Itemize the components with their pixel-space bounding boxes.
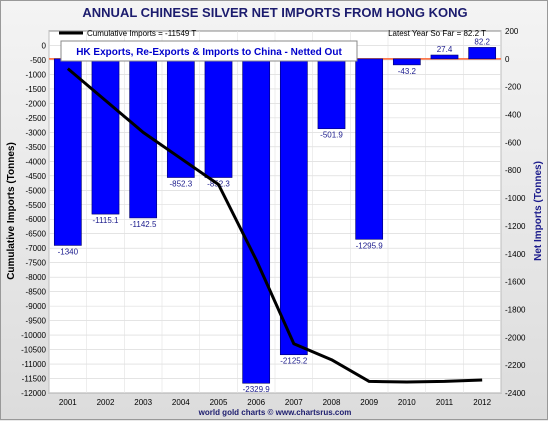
right-tick-label: 200	[505, 27, 519, 36]
bar-value-label: -1142.5	[130, 220, 157, 229]
bar-2011	[431, 55, 458, 59]
chart-title: ANNUAL CHINESE SILVER NET IMPORTS FROM H…	[82, 5, 467, 20]
left-tick-label: -7000	[26, 244, 47, 253]
bar-value-label: -2125.2	[280, 357, 308, 366]
footer-credit: world gold charts © www.chartsrus.com	[198, 408, 352, 417]
x-tick-label: 2004	[172, 398, 190, 407]
bar-2008	[318, 59, 345, 129]
left-tick-label: -4500	[26, 172, 47, 181]
left-tick-label: -2500	[26, 114, 47, 123]
bar-value-label: -1340	[58, 247, 79, 256]
x-tick-label: 2002	[97, 398, 115, 407]
left-tick-label: -3500	[26, 143, 47, 152]
left-tick-label: -5500	[26, 201, 47, 210]
right-tick-label: -800	[505, 166, 522, 175]
x-tick-label: 2012	[473, 398, 491, 407]
x-tick-label: 2007	[285, 398, 303, 407]
left-tick-label: -9500	[26, 317, 47, 326]
left-tick-label: -10000	[21, 331, 46, 340]
y-axis-label-right: Net Imports (Tonnes)	[533, 161, 544, 261]
bar-2001	[54, 59, 81, 246]
left-tick-label: -2000	[26, 99, 47, 108]
chart-subtitle: HK Exports, Re-Exports & Imports to Chin…	[76, 47, 342, 58]
bar-2007	[280, 59, 307, 355]
bar-value-label: 82.2	[474, 37, 490, 46]
bar-2005	[205, 59, 232, 178]
x-tick-label: 2006	[247, 398, 265, 407]
left-tick-label: 0	[42, 41, 47, 50]
left-tick-label: -5000	[26, 186, 47, 195]
left-tick-label: -7500	[26, 259, 47, 268]
latest-year-note: Latest Year So Far = 82.2 T	[388, 29, 486, 38]
right-tick-label: -1200	[505, 222, 526, 231]
right-tick-label: -2400	[505, 389, 526, 398]
right-tick-label: -1400	[505, 250, 526, 259]
bar-value-label: -2329.9	[243, 385, 271, 394]
right-tick-label: -2000	[505, 333, 526, 342]
bar-value-label: -852.3	[169, 180, 192, 189]
right-tick-label: -2200	[505, 361, 526, 370]
bar-2006	[243, 59, 270, 383]
right-tick-label: -200	[505, 83, 522, 92]
right-tick-label: -1600	[505, 278, 526, 287]
x-axis-ticks: 2001 2002 2003 2004 2005 2006 2007 2008 2009 2010…	[59, 398, 492, 407]
left-tick-label: -3000	[26, 128, 47, 137]
left-axis-ticks: 0 -500 -1000 -1500 -2000 -2500 -3000 -3500 -4000…	[21, 41, 46, 398]
legend-label: Cumulative Imports = -11549 T	[87, 29, 196, 38]
left-tick-label: -1000	[26, 70, 47, 79]
left-tick-label: -8000	[26, 273, 47, 282]
left-tick-label: -8500	[26, 288, 47, 297]
left-tick-label: -6000	[26, 215, 47, 224]
right-tick-label: -600	[505, 138, 522, 147]
x-tick-label: 2003	[134, 398, 152, 407]
right-tick-label: -1800	[505, 305, 526, 314]
right-axis-ticks: 200 0 -200 -400 -600 -800 -1000 -1200 -1400 -1600…	[505, 27, 526, 398]
bar-value-label: -1115.1	[93, 216, 119, 225]
right-tick-label: -400	[505, 111, 522, 120]
bar-value-label: -43.2	[398, 67, 417, 76]
x-tick-label: 2009	[360, 398, 378, 407]
left-tick-label: -11000	[22, 360, 47, 369]
bar-value-label: 27.4	[437, 45, 453, 54]
left-tick-label: -4000	[26, 157, 47, 166]
right-tick-label: 0	[505, 55, 510, 64]
left-tick-label: -9000	[26, 302, 47, 311]
left-tick-label: -500	[30, 56, 47, 65]
bar-value-label: -501.9	[320, 131, 343, 140]
left-tick-label: -1500	[26, 85, 47, 94]
x-tick-label: 2011	[436, 398, 454, 407]
y-axis-label-left: Cumulative Imports (Tonnes)	[6, 142, 17, 280]
x-tick-label: 2010	[398, 398, 416, 407]
left-tick-label: -6500	[26, 230, 47, 239]
left-tick-label: -12000	[21, 389, 46, 398]
bar-2012	[469, 47, 496, 58]
left-tick-label: -11500	[22, 375, 47, 384]
bar-2002	[92, 59, 119, 214]
x-tick-label: 2005	[210, 398, 228, 407]
x-tick-label: 2001	[59, 398, 77, 407]
right-tick-label: -1000	[505, 194, 526, 203]
bar-value-label: -1295.9	[356, 241, 384, 250]
bar-2009	[356, 59, 383, 239]
left-tick-label: -10500	[21, 346, 46, 355]
bar-2010	[393, 59, 420, 65]
x-tick-label: 2008	[323, 398, 341, 407]
